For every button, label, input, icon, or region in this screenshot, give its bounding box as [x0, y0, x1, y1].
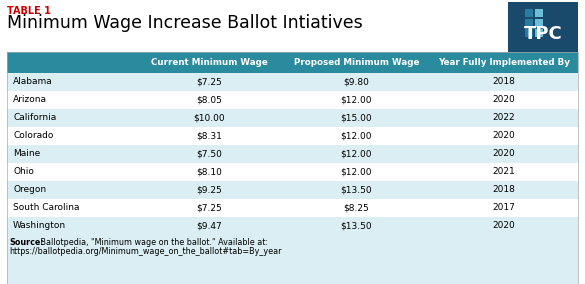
Text: $9.80: $9.80	[343, 78, 369, 87]
Text: Ballotpedia, "Minimum wage on the ballot." Available at:: Ballotpedia, "Minimum wage on the ballot…	[38, 238, 268, 247]
Text: $15.00: $15.00	[340, 114, 372, 122]
Text: $7.25: $7.25	[196, 204, 222, 212]
Bar	[515, 9, 523, 17]
Text: Source:: Source:	[9, 238, 44, 247]
Text: 2017: 2017	[493, 204, 515, 212]
Text: 2022: 2022	[493, 114, 515, 122]
Bar	[525, 29, 533, 37]
Bar	[7, 52, 578, 73]
Text: 2020: 2020	[493, 222, 515, 231]
Text: 2020: 2020	[493, 131, 515, 141]
Text: 2018: 2018	[493, 185, 515, 195]
Text: Current Minimum Wage: Current Minimum Wage	[151, 58, 267, 67]
Text: $13.50: $13.50	[340, 222, 372, 231]
Text: $9.47: $9.47	[196, 222, 222, 231]
Bar	[7, 163, 578, 181]
Text: $7.50: $7.50	[196, 149, 222, 158]
Text: Proposed Minimum Wage: Proposed Minimum Wage	[294, 58, 419, 67]
Text: 2018: 2018	[493, 78, 515, 87]
Text: https://ballotpedia.org/Minimum_wage_on_the_ballot#tab=By_year: https://ballotpedia.org/Minimum_wage_on_…	[9, 247, 281, 256]
Text: Oregon: Oregon	[13, 185, 46, 195]
Bar	[508, 2, 578, 52]
Text: $13.50: $13.50	[340, 185, 372, 195]
Text: $8.05: $8.05	[196, 95, 222, 105]
Text: $8.25: $8.25	[343, 204, 369, 212]
Text: $9.25: $9.25	[196, 185, 222, 195]
Text: $10.00: $10.00	[193, 114, 225, 122]
Text: $8.10: $8.10	[196, 168, 222, 176]
Bar	[515, 29, 523, 37]
Bar	[7, 145, 578, 163]
Text: Minimum Wage Increase Ballot Intiatives: Minimum Wage Increase Ballot Intiatives	[7, 14, 363, 32]
Text: 2020: 2020	[493, 95, 515, 105]
Text: Ohio: Ohio	[13, 168, 34, 176]
Text: California: California	[13, 114, 56, 122]
Text: 2021: 2021	[493, 168, 515, 176]
Text: Year Fully Implemented By: Year Fully Implemented By	[438, 58, 570, 67]
Text: Washington: Washington	[13, 222, 66, 231]
Bar	[515, 19, 523, 27]
Text: $12.00: $12.00	[340, 95, 372, 105]
Text: TABLE 1: TABLE 1	[7, 6, 51, 16]
Bar	[7, 235, 578, 284]
Text: South Carolina: South Carolina	[13, 204, 80, 212]
Text: $7.25: $7.25	[196, 78, 222, 87]
Bar	[525, 9, 533, 17]
Text: 2020: 2020	[493, 149, 515, 158]
Text: $12.00: $12.00	[340, 149, 372, 158]
Text: Maine: Maine	[13, 149, 40, 158]
Text: $8.31: $8.31	[196, 131, 222, 141]
Bar	[535, 19, 543, 27]
Bar	[7, 109, 578, 127]
Text: TPC: TPC	[524, 25, 562, 43]
Bar	[7, 217, 578, 235]
Text: Arizona: Arizona	[13, 95, 47, 105]
Text: $12.00: $12.00	[340, 131, 372, 141]
Bar	[535, 9, 543, 17]
Bar	[7, 127, 578, 145]
Bar	[7, 91, 578, 109]
Bar	[7, 52, 578, 284]
Bar	[7, 199, 578, 217]
Bar	[535, 29, 543, 37]
Text: Colorado: Colorado	[13, 131, 53, 141]
Text: $12.00: $12.00	[340, 168, 372, 176]
Text: Alabama: Alabama	[13, 78, 53, 87]
Bar	[525, 19, 533, 27]
Bar	[7, 181, 578, 199]
Bar	[7, 73, 578, 91]
